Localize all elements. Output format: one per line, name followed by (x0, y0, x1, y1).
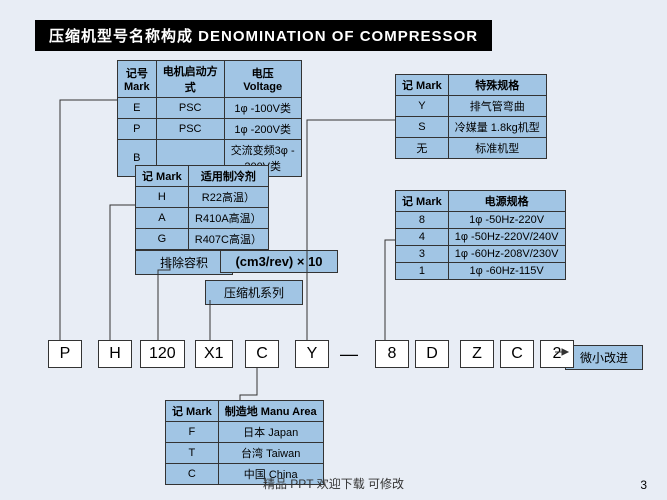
code-segment: 120 (140, 340, 185, 368)
code-segment: C (500, 340, 534, 368)
col-header: 电压Voltage (224, 61, 301, 98)
code-segment: 2 (540, 340, 574, 368)
displacement-label: 排除容积 (135, 250, 233, 275)
table-row: 41φ -50Hz-220V/240V (396, 229, 566, 246)
col-header: 记 Mark (166, 401, 219, 422)
table-row: Y排气管弯曲 (396, 96, 547, 117)
page-number: 3 (640, 478, 647, 492)
footer-text: 精品 PPT 欢迎下载 可修改 (0, 475, 667, 492)
page-title: 压缩机型号名称构成 DENOMINATION OF COMPRESSOR (35, 20, 492, 51)
code-segment: Y (295, 340, 329, 368)
table-row: T台湾 Taiwan (166, 443, 324, 464)
special-spec-table: 记 Mark特殊规格Y排气管弯曲S冷媒量 1.8kg机型无标准机型 (395, 74, 547, 159)
table-row: 81φ -50Hz-220V (396, 212, 566, 229)
code-segment: H (98, 340, 132, 368)
table-row: AR410A高温） (136, 208, 269, 229)
minor-improvement-label: 微小改进 (565, 345, 643, 370)
code-segment: C (245, 340, 279, 368)
motor-start-table: 记号Mark电机启动方式电压VoltageEPSC1φ -100V类PPSC1φ… (117, 60, 302, 177)
table-row: 11φ -60Hz-115V (396, 263, 566, 280)
table-row: 无标准机型 (396, 138, 547, 159)
col-header: 特殊规格 (448, 75, 546, 96)
code-segment: Z (460, 340, 494, 368)
table-row: GR407C高温） (136, 229, 269, 250)
col-header: 电源规格 (448, 191, 565, 212)
code-segment: D (415, 340, 449, 368)
table-row: S冷媒量 1.8kg机型 (396, 117, 547, 138)
col-header: 适用制冷剂 (188, 166, 268, 187)
code-separator: — (340, 344, 358, 365)
compressor-series-label: 压缩机系列 (205, 280, 303, 305)
refrigerant-table: 记 Mark适用制冷剂HR22高温）AR410A高温）GR407C高温） (135, 165, 269, 250)
table-row: PPSC1φ -200V类 (118, 119, 302, 140)
code-segment: X1 (195, 340, 233, 368)
displacement-unit: (cm3/rev) × 10 (220, 250, 338, 273)
power-spec-table: 记 Mark电源规格81φ -50Hz-220V41φ -50Hz-220V/2… (395, 190, 566, 280)
col-header: 记号Mark (118, 61, 157, 98)
col-header: 记 Mark (136, 166, 189, 187)
table-row: 31φ -60Hz-208V/230V (396, 246, 566, 263)
table-row: F日本 Japan (166, 422, 324, 443)
table-row: EPSC1φ -100V类 (118, 98, 302, 119)
col-header: 电机启动方式 (156, 61, 224, 98)
code-segment: 8 (375, 340, 409, 368)
col-header: 记 Mark (396, 191, 449, 212)
table-row: HR22高温） (136, 187, 269, 208)
manufacture-area-table: 记 Mark制造地 Manu AreaF日本 JapanT台湾 TaiwanC中… (165, 400, 324, 485)
code-segment: P (48, 340, 82, 368)
col-header: 制造地 Manu Area (218, 401, 323, 422)
col-header: 记 Mark (396, 75, 449, 96)
